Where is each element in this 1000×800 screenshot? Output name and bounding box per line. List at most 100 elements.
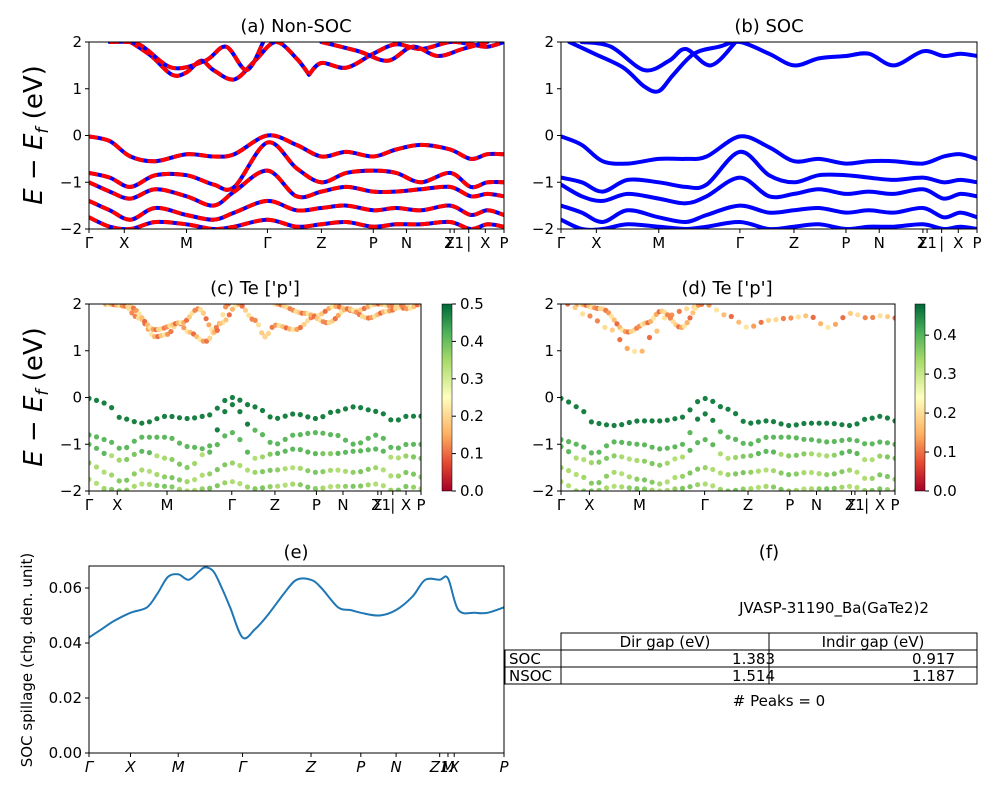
panel-d-dot <box>603 473 610 479</box>
panel-c-dot <box>101 450 107 456</box>
panel-d-dot <box>603 443 610 449</box>
panel-c-dot <box>265 330 272 336</box>
panel-d-dot <box>649 487 655 491</box>
panel-d-dot <box>566 468 572 474</box>
panel-b-xtick: Σ <box>918 234 927 252</box>
panel-c-dot <box>244 402 251 408</box>
panel-d-dot <box>831 471 837 477</box>
panel-c-dot <box>207 485 213 491</box>
panel-d-dot <box>687 484 693 490</box>
panel-c-dot <box>290 481 296 487</box>
panel-e-xtick: P <box>499 758 509 776</box>
panel-d-dot <box>877 453 883 459</box>
panel-c-dot <box>252 455 258 461</box>
panel-d-ytick: 1 <box>544 342 554 360</box>
panel-d-dot <box>748 469 754 475</box>
panel-c-dot <box>395 417 401 423</box>
panel-d-dot <box>632 348 638 354</box>
panel-b-band <box>567 42 977 94</box>
panel-d-dot <box>649 444 655 450</box>
panel-d-dot <box>892 441 895 447</box>
panel-c-dot <box>237 462 243 469</box>
panel-d-dot <box>594 318 601 324</box>
panel-c-dot <box>350 448 356 454</box>
panel-d-dot <box>770 449 777 455</box>
panel-c-dot <box>335 450 341 456</box>
panel-c-colorbar-tick: 0.0 <box>460 482 484 500</box>
panel-a-band-dashed <box>89 168 504 208</box>
panel-d-dot <box>818 321 824 327</box>
panel-d-dot <box>619 454 625 460</box>
panel-d-dot <box>832 321 839 327</box>
row-label-nsoc: NSOC <box>509 667 552 685</box>
panel-d-dot <box>869 475 875 481</box>
panel-c-dot <box>350 404 356 410</box>
panel-b-ytick: 1 <box>544 80 554 98</box>
panel-c-dot <box>199 413 205 419</box>
panel-e-xtick: Γ <box>238 758 248 776</box>
panel-d-dot <box>770 484 777 490</box>
panel-c-dot <box>418 455 421 461</box>
panel-c-dot <box>297 432 303 438</box>
panel-d-dot <box>892 455 895 461</box>
panel-d-dot <box>788 315 794 321</box>
panel-d-dot <box>803 313 809 319</box>
panel-c-dot <box>101 485 107 491</box>
panel-c-dot <box>184 488 190 491</box>
panel-d-colorbar-tick: 0.4 <box>933 326 957 344</box>
panel-c-dot <box>403 483 409 490</box>
panel-d-dot <box>687 470 693 476</box>
panel-c-dot <box>305 449 311 455</box>
panel-d-dot <box>634 476 640 482</box>
panel-d-dot <box>770 419 777 425</box>
panel-d-dot <box>810 314 816 320</box>
nsoc-indir-gap: 1.187 <box>912 667 955 685</box>
panel-d-dot <box>778 486 784 491</box>
panel-c-dot <box>109 439 115 445</box>
panel-c-dot <box>169 484 175 490</box>
panel-d-ytick: 2 <box>544 295 554 313</box>
panel-d-dot <box>702 411 708 417</box>
panel-c-dot <box>206 322 212 328</box>
panel-c-dot <box>222 397 228 404</box>
panel-d-dot <box>617 337 623 343</box>
panel-a-ytick: −2 <box>60 220 82 238</box>
panel-d-colorbar-tick: 0.0 <box>933 482 957 500</box>
panel-c-dot <box>186 314 192 320</box>
panel-d-dot <box>611 469 617 475</box>
soc-dir-gap: 1.383 <box>732 650 775 668</box>
panel-d-dot <box>634 486 640 491</box>
panel-e-xtick: Z <box>305 758 317 776</box>
panel-c-dot <box>131 451 137 457</box>
panel-d-dot <box>695 440 701 446</box>
panel-c-dot <box>146 468 152 474</box>
panel-c-dot <box>358 483 364 489</box>
panel-f-title: (f) <box>759 542 779 563</box>
panel-c-dot <box>192 487 198 491</box>
panel-d-dot <box>725 455 731 461</box>
panel-d: (d) Te ['p'] 210−1−2Γ X M Γ Z P N ΣZ1 | X P 0.40.3… <box>532 278 957 514</box>
panel-c-dot <box>410 454 417 460</box>
panel-a: (a) Non-SOC 210−1−2Γ X M Γ Z P N ΣZ1 | X P <box>60 16 509 252</box>
panel-b: (b) SOC 210−1−2Γ X M Γ Z P N ΣZ1 | X P <box>532 16 982 252</box>
panel-d-dot <box>733 487 739 491</box>
panel-d-dot <box>687 447 693 453</box>
panel-c-dot <box>252 317 258 323</box>
panel-a-xtick: | <box>466 234 471 252</box>
panel-c-dot <box>418 441 421 447</box>
panel-d-dot <box>587 313 593 319</box>
panel-d-dot <box>672 474 678 481</box>
panel-e-ytick: 0.00 <box>49 744 82 762</box>
panel-d-xtick: Γ <box>700 496 709 514</box>
panel-c-dot <box>267 467 273 473</box>
panel-d-dot <box>657 462 663 468</box>
panel-c-dot <box>242 307 249 313</box>
panel-c-dot <box>93 445 100 451</box>
panel-c-dot <box>214 442 220 448</box>
panel-d-dot <box>877 472 883 478</box>
panel-d-dot <box>755 468 762 474</box>
panel-c-dot <box>237 437 243 443</box>
panel-d-dot <box>854 438 860 444</box>
panel-d-dot <box>816 438 822 444</box>
panel-e-ytick: 0.06 <box>49 579 82 597</box>
